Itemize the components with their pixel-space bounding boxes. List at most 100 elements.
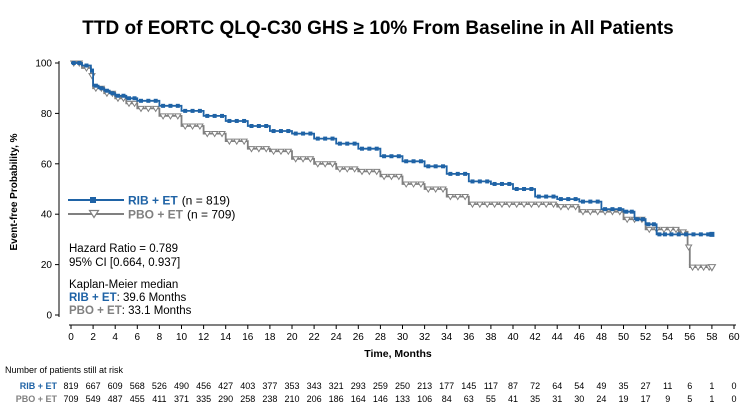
- censor-mark: [254, 146, 263, 153]
- censor-mark: [556, 204, 565, 211]
- series-layer: [69, 60, 717, 272]
- censor-mark: [328, 161, 337, 168]
- hazard-ratio: Hazard Ratio = 0.789: [69, 243, 178, 255]
- censor-mark: [593, 209, 602, 216]
- risk-cell: 106: [417, 394, 432, 404]
- risk-cell: 353: [284, 381, 299, 391]
- risk-cell: 49: [596, 381, 606, 391]
- censor-mark: [88, 73, 96, 80]
- censor-mark: [77, 61, 82, 65]
- x-tick-label: 36: [463, 332, 475, 343]
- x-tick-label: 60: [728, 332, 740, 343]
- x-tick-label: 40: [507, 332, 519, 343]
- rib-median-value: : 39.6 Months: [117, 292, 187, 304]
- censor-mark: [301, 131, 306, 136]
- censor-mark: [470, 179, 475, 184]
- censor-mark: [660, 226, 668, 234]
- risk-cell: 210: [284, 394, 299, 404]
- risk-cell: 0: [731, 394, 736, 404]
- censor-mark: [409, 181, 418, 188]
- censor-mark: [249, 124, 254, 128]
- censor-mark: [475, 201, 484, 209]
- censor-mark: [579, 209, 587, 216]
- risk-cell: 72: [530, 381, 540, 391]
- censor-mark: [426, 164, 431, 169]
- legend-pbo-name: PBO + ET: [128, 208, 184, 222]
- km-median-heading: Kaplan-Meier median: [69, 279, 178, 291]
- censor-mark: [205, 113, 210, 118]
- censor-mark: [662, 232, 667, 237]
- censor-mark: [657, 232, 662, 237]
- x-tick-label: 46: [574, 332, 586, 343]
- censor-mark: [115, 93, 120, 98]
- risk-cell: 35: [618, 381, 628, 391]
- censor-mark: [586, 209, 595, 216]
- risk-cell: 609: [108, 381, 123, 391]
- censor-mark: [672, 226, 680, 234]
- risk-cell: 11: [663, 381, 672, 391]
- risk-cell: 258: [240, 394, 255, 404]
- risk-cell: 186: [329, 394, 344, 404]
- confidence-interval: 95% CI [0.664, 0.937]: [69, 257, 180, 269]
- censor-mark: [492, 181, 497, 186]
- risk-table-heading: Number of patients still at risk: [5, 365, 124, 375]
- censor-mark: [367, 146, 372, 151]
- censor-mark: [433, 164, 438, 169]
- x-tick-label: 54: [662, 332, 674, 343]
- censor-mark: [418, 159, 423, 164]
- x-tick-label: 38: [485, 332, 497, 343]
- svg-text:RIB + ET(n = 819): RIB + ET (n = 819): [128, 194, 230, 208]
- censor-mark: [439, 186, 447, 193]
- censor-mark: [138, 98, 143, 103]
- x-tick-label: 28: [375, 332, 387, 343]
- censor-mark: [669, 232, 674, 237]
- censor-mark: [380, 173, 388, 181]
- censor-mark: [175, 103, 180, 108]
- censor-mark: [455, 171, 460, 176]
- censor-mark: [536, 194, 541, 199]
- censor-mark: [595, 199, 600, 204]
- censor-mark: [431, 186, 440, 193]
- censor-mark: [684, 244, 693, 251]
- x-tick-label: 32: [419, 332, 431, 343]
- risk-cell: 63: [464, 394, 474, 404]
- censor-mark: [181, 123, 190, 130]
- risk-cell: 526: [152, 381, 167, 391]
- risk-cell: 55: [486, 394, 496, 404]
- y-tick-label: 80: [41, 109, 53, 120]
- censor-mark: [284, 148, 293, 156]
- censor-mark: [640, 217, 645, 222]
- censor-mark: [330, 136, 335, 141]
- censor-mark: [477, 179, 482, 184]
- censor-mark: [571, 204, 580, 211]
- risk-cell: 238: [262, 394, 277, 404]
- censor-mark: [121, 93, 126, 98]
- censor-mark: [610, 207, 615, 212]
- censor-mark: [190, 108, 195, 113]
- x-tick-label: 52: [640, 332, 652, 343]
- x-tick-label: 10: [176, 332, 188, 343]
- censor-mark: [694, 264, 702, 272]
- censor-mark: [323, 136, 328, 141]
- censor-mark: [262, 146, 271, 153]
- censor-mark: [151, 105, 160, 113]
- censor-mark: [394, 173, 403, 181]
- risk-table: RIB + ET 819 667 609 568 526 490 456 427 403 377 35…: [16, 381, 737, 404]
- x-tick-label: 50: [618, 332, 630, 343]
- x-tick-label: 58: [706, 332, 718, 343]
- censor-mark: [382, 154, 387, 159]
- censor-mark: [651, 222, 656, 227]
- censor-mark: [278, 129, 283, 134]
- censor-mark: [203, 131, 212, 138]
- censor-mark: [498, 201, 506, 209]
- censor-mark: [448, 171, 453, 176]
- censor-mark: [125, 100, 133, 108]
- censor-mark: [247, 146, 256, 153]
- x-tick-label: 8: [157, 332, 163, 343]
- risk-cell: 206: [307, 394, 322, 404]
- risk-cell: 9: [665, 394, 670, 404]
- y-tick-label: 40: [41, 210, 53, 221]
- censor-mark: [146, 98, 151, 103]
- risk-cell: 164: [351, 394, 366, 404]
